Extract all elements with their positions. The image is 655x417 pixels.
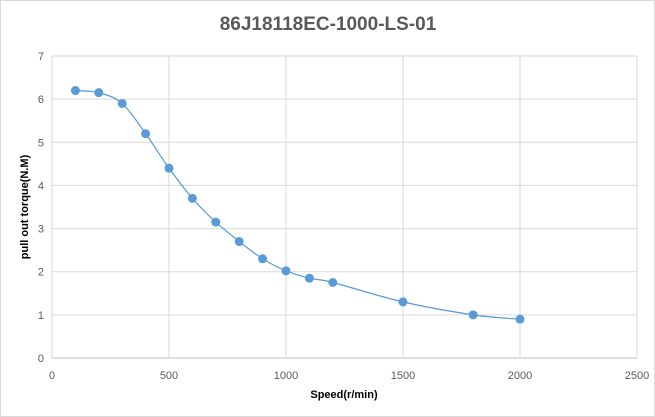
series-line [75,89,521,320]
data-point [328,278,338,287]
y-tick-label: 3 [38,224,44,236]
data-point [468,310,478,320]
data-point [141,129,151,139]
gridlines [51,55,638,359]
y-axis-label: pull out torque(N.M) [19,154,31,259]
data-point [94,88,104,98]
data-point [117,98,127,108]
data-point [70,86,80,96]
y-tick-label: 6 [38,94,44,106]
y-tick-label: 7 [38,51,44,63]
y-tick-label: 4 [38,180,44,192]
x-tick-label: 1500 [391,370,415,382]
x-axis-label: Speed(r/min) [310,389,378,401]
chart-title: 86J18118EC-1000-LS-01 [220,14,437,35]
data-point [211,217,221,227]
data-point [187,193,197,203]
x-tick-label: 0 [49,370,55,382]
data-point [234,237,244,247]
x-tick-label: 500 [160,370,178,382]
data-point [164,163,174,173]
y-tick-label: 0 [38,353,44,365]
y-tick-label: 5 [38,137,44,149]
y-tick-label: 2 [38,267,44,279]
data-point [515,314,525,324]
data-point [304,273,314,283]
data-point [398,297,408,307]
data-point [281,266,291,276]
x-tick-labels: 0 500 1000 1500 2000 2500 [49,370,649,382]
x-tick-label: 2500 [625,370,649,382]
series-group [70,86,525,324]
data-point [258,254,268,264]
x-tick-label: 1000 [274,370,298,382]
x-tick-label: 2000 [508,370,532,382]
y-tick-labels: 0 1 2 3 4 5 6 7 [38,51,44,365]
y-tick-label: 1 [38,310,44,322]
